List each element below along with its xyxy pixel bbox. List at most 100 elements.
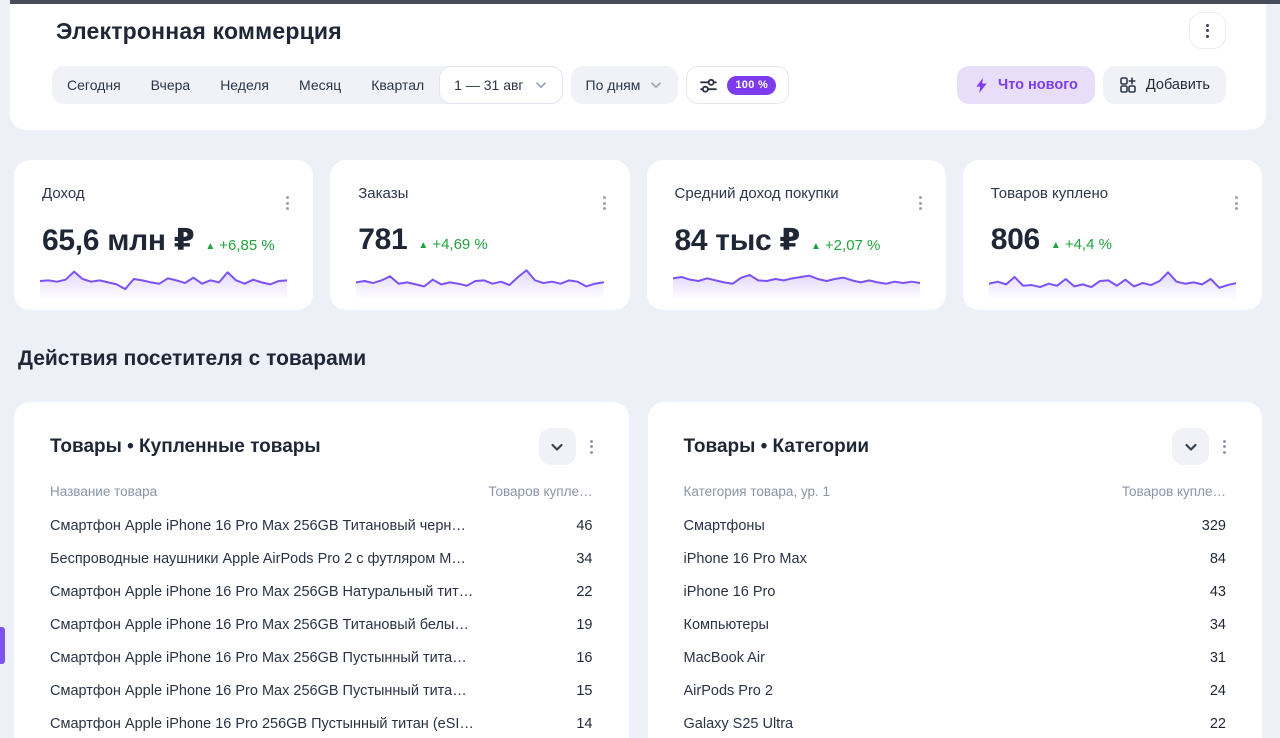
kpi-card-avg-purchase: Средний доход покупки 84 тыс ₽ ▲ +2,07 % (646, 160, 946, 310)
row-name: Смартфон Apple iPhone 16 Pro Max 256GB Н… (50, 583, 474, 600)
row-name: AirPods Pro 2 (683, 682, 773, 699)
row-name: Galaxy S25 Ultra (683, 715, 794, 732)
chevron-down-icon (535, 82, 546, 89)
row-value: 16 (576, 649, 593, 666)
column-header-name: Название товара (50, 483, 158, 499)
kpi-menu-button[interactable] (917, 184, 924, 212)
table-row[interactable]: MacBook Air 31 (684, 641, 1227, 674)
kpi-card-revenue: Доход 65,6 млн ₽ ▲ +6,85 % (14, 160, 314, 310)
kpi-title: Доход (42, 185, 85, 202)
kpi-sparkline (988, 258, 1236, 300)
row-name: Смартфон Apple iPhone 16 Pro Max 256GB Т… (50, 517, 466, 534)
table-row[interactable]: Компьютеры 34 (684, 608, 1227, 641)
quick-range-option[interactable]: Неделя (220, 77, 270, 93)
kebab-menu-icon (286, 196, 290, 210)
kpi-delta: ▲ +4,4 % (1050, 236, 1112, 253)
row-value: 84 (1209, 550, 1226, 567)
sampling-badge: 100 % (727, 75, 777, 95)
row-value: 43 (1209, 583, 1226, 600)
kebab-menu-icon (918, 196, 922, 210)
kpi-title: Средний доход покупки (674, 185, 839, 202)
kpi-card-items-bought: Товаров куплено 806 ▲ +4,4 % (962, 160, 1262, 310)
quick-range-option[interactable]: Сегодня (67, 77, 121, 93)
quick-range-option[interactable]: Месяц (299, 77, 342, 93)
add-widget-button[interactable]: Добавить (1102, 66, 1226, 104)
row-name: Смартфоны (683, 517, 765, 534)
widget-menu-button[interactable] (589, 439, 593, 454)
widget-title: Товары • Категории (683, 435, 870, 457)
triangle-up-icon: ▲ (811, 241, 821, 252)
kpi-delta: ▲ +6,85 % (205, 237, 275, 254)
quick-range-option[interactable]: Квартал (371, 77, 425, 93)
column-header-metric: Товаров купле… (488, 483, 593, 499)
kpi-delta: ▲ +2,07 % (811, 237, 881, 254)
table-row[interactable]: Смартфон Apple iPhone 16 Pro Max 256GB П… (50, 641, 593, 674)
chevron-down-icon (651, 82, 662, 89)
kpi-menu-button[interactable] (1233, 184, 1240, 212)
date-range-segment: Сегодня Вчера Неделя Месяц Квартал 1 — 3… (52, 66, 563, 104)
chevron-down-icon (551, 443, 563, 451)
table-row[interactable]: iPhone 16 Pro 43 (684, 575, 1227, 608)
grouping-dropdown[interactable]: По дням (570, 66, 679, 104)
sliders-icon (700, 78, 718, 93)
page-title: Электронная коммерция (56, 18, 342, 44)
kpi-sparkline (40, 258, 288, 300)
collapse-widget-button[interactable] (1172, 428, 1209, 465)
table-row[interactable]: Galaxy S25 Ultra 22 (684, 707, 1227, 738)
widget-menu-button[interactable] (1223, 439, 1226, 454)
row-name: Смартфон Apple iPhone 16 Pro 256GB Пусты… (50, 715, 474, 732)
collapse-widget-button[interactable] (538, 428, 576, 465)
table-row[interactable]: Смартфон Apple iPhone 16 Pro Max 256GB Т… (50, 509, 593, 542)
row-name: Смартфон Apple iPhone 16 Pro Max 256GB П… (50, 682, 467, 699)
row-name: MacBook Air (683, 649, 765, 666)
row-value: 34 (576, 550, 593, 567)
grouping-label: По дням (585, 77, 641, 93)
table-row[interactable]: Смартфон Apple iPhone 16 Pro Max 256GB Н… (50, 575, 593, 608)
table-row[interactable]: iPhone 16 Pro Max 84 (684, 542, 1227, 575)
triangle-up-icon: ▲ (1050, 240, 1061, 251)
header-menu-button[interactable] (1189, 12, 1226, 49)
table-row[interactable]: Беспроводные наушники Apple AirPods Pro … (50, 542, 593, 575)
row-name: Смартфон Apple iPhone 16 Pro Max 256GB П… (50, 649, 467, 666)
widget-title: Товары • Купленные товары (50, 435, 321, 457)
product-categories-widget: Товары • Категории Категория товара, ур.… (647, 402, 1262, 738)
kpi-title: Товаров куплено (990, 185, 1109, 202)
table-row[interactable]: Смартфон Apple iPhone 16 Pro Max 256GB П… (50, 674, 593, 707)
row-value: 34 (1209, 616, 1226, 633)
chevron-down-icon (1184, 443, 1197, 451)
purchased-products-widget: Товары • Купленные товары Название товар… (14, 402, 629, 738)
table-row[interactable]: Смартфон Apple iPhone 16 Pro 256GB Пусты… (50, 707, 593, 738)
row-value: 46 (576, 517, 593, 534)
table-row[interactable]: Смартфоны 329 (684, 509, 1227, 542)
kpi-sparkline (356, 258, 604, 300)
column-header-name: Категория товара, ур. 1 (683, 483, 831, 499)
filter-toolbar: Сегодня Вчера Неделя Месяц Квартал 1 — 3… (52, 66, 790, 104)
kpi-card-orders: Заказы 781 ▲ +4,69 % (330, 160, 630, 310)
row-value: 24 (1209, 682, 1226, 699)
row-name: Компьютеры (683, 616, 769, 633)
top-dark-bar (10, 0, 1280, 4)
quick-range-option[interactable]: Вчера (150, 77, 191, 93)
kpi-value: 806 (990, 223, 1040, 256)
add-widget-icon (1120, 77, 1136, 93)
kpi-cards-row: Доход 65,6 млн ₽ ▲ +6,85 % Заказы 781 ▲ +4… (14, 160, 1262, 310)
table-row[interactable]: AirPods Pro 2 24 (684, 674, 1227, 707)
custom-date-range-dropdown[interactable]: 1 — 31 авг (439, 66, 563, 104)
lightning-bolt-icon (976, 77, 987, 93)
row-value: 22 (576, 583, 593, 600)
kpi-menu-button[interactable] (284, 184, 291, 212)
triangle-up-icon: ▲ (205, 241, 216, 252)
table-body: Смартфоны 329 iPhone 16 Pro Max 84 iPhon… (684, 509, 1227, 738)
header-card: Электронная коммерция Сегодня Вчера Неде… (10, 4, 1266, 130)
add-label: Добавить (1145, 77, 1210, 93)
kpi-title: Заказы (358, 185, 409, 202)
kpi-delta: ▲ +4,69 % (418, 236, 488, 253)
date-range-label: 1 — 31 авг (454, 77, 524, 93)
tables-row: Товары • Купленные товары Название товар… (14, 402, 1262, 738)
table-row[interactable]: Смартфон Apple iPhone 16 Pro Max 256GB Т… (50, 608, 593, 641)
sampling-settings-button[interactable]: 100 % (686, 66, 790, 104)
kpi-sparkline (672, 258, 920, 300)
kpi-menu-button[interactable] (601, 184, 608, 212)
whats-new-button[interactable]: Что нового (957, 66, 1095, 104)
row-name: iPhone 16 Pro (683, 583, 776, 600)
